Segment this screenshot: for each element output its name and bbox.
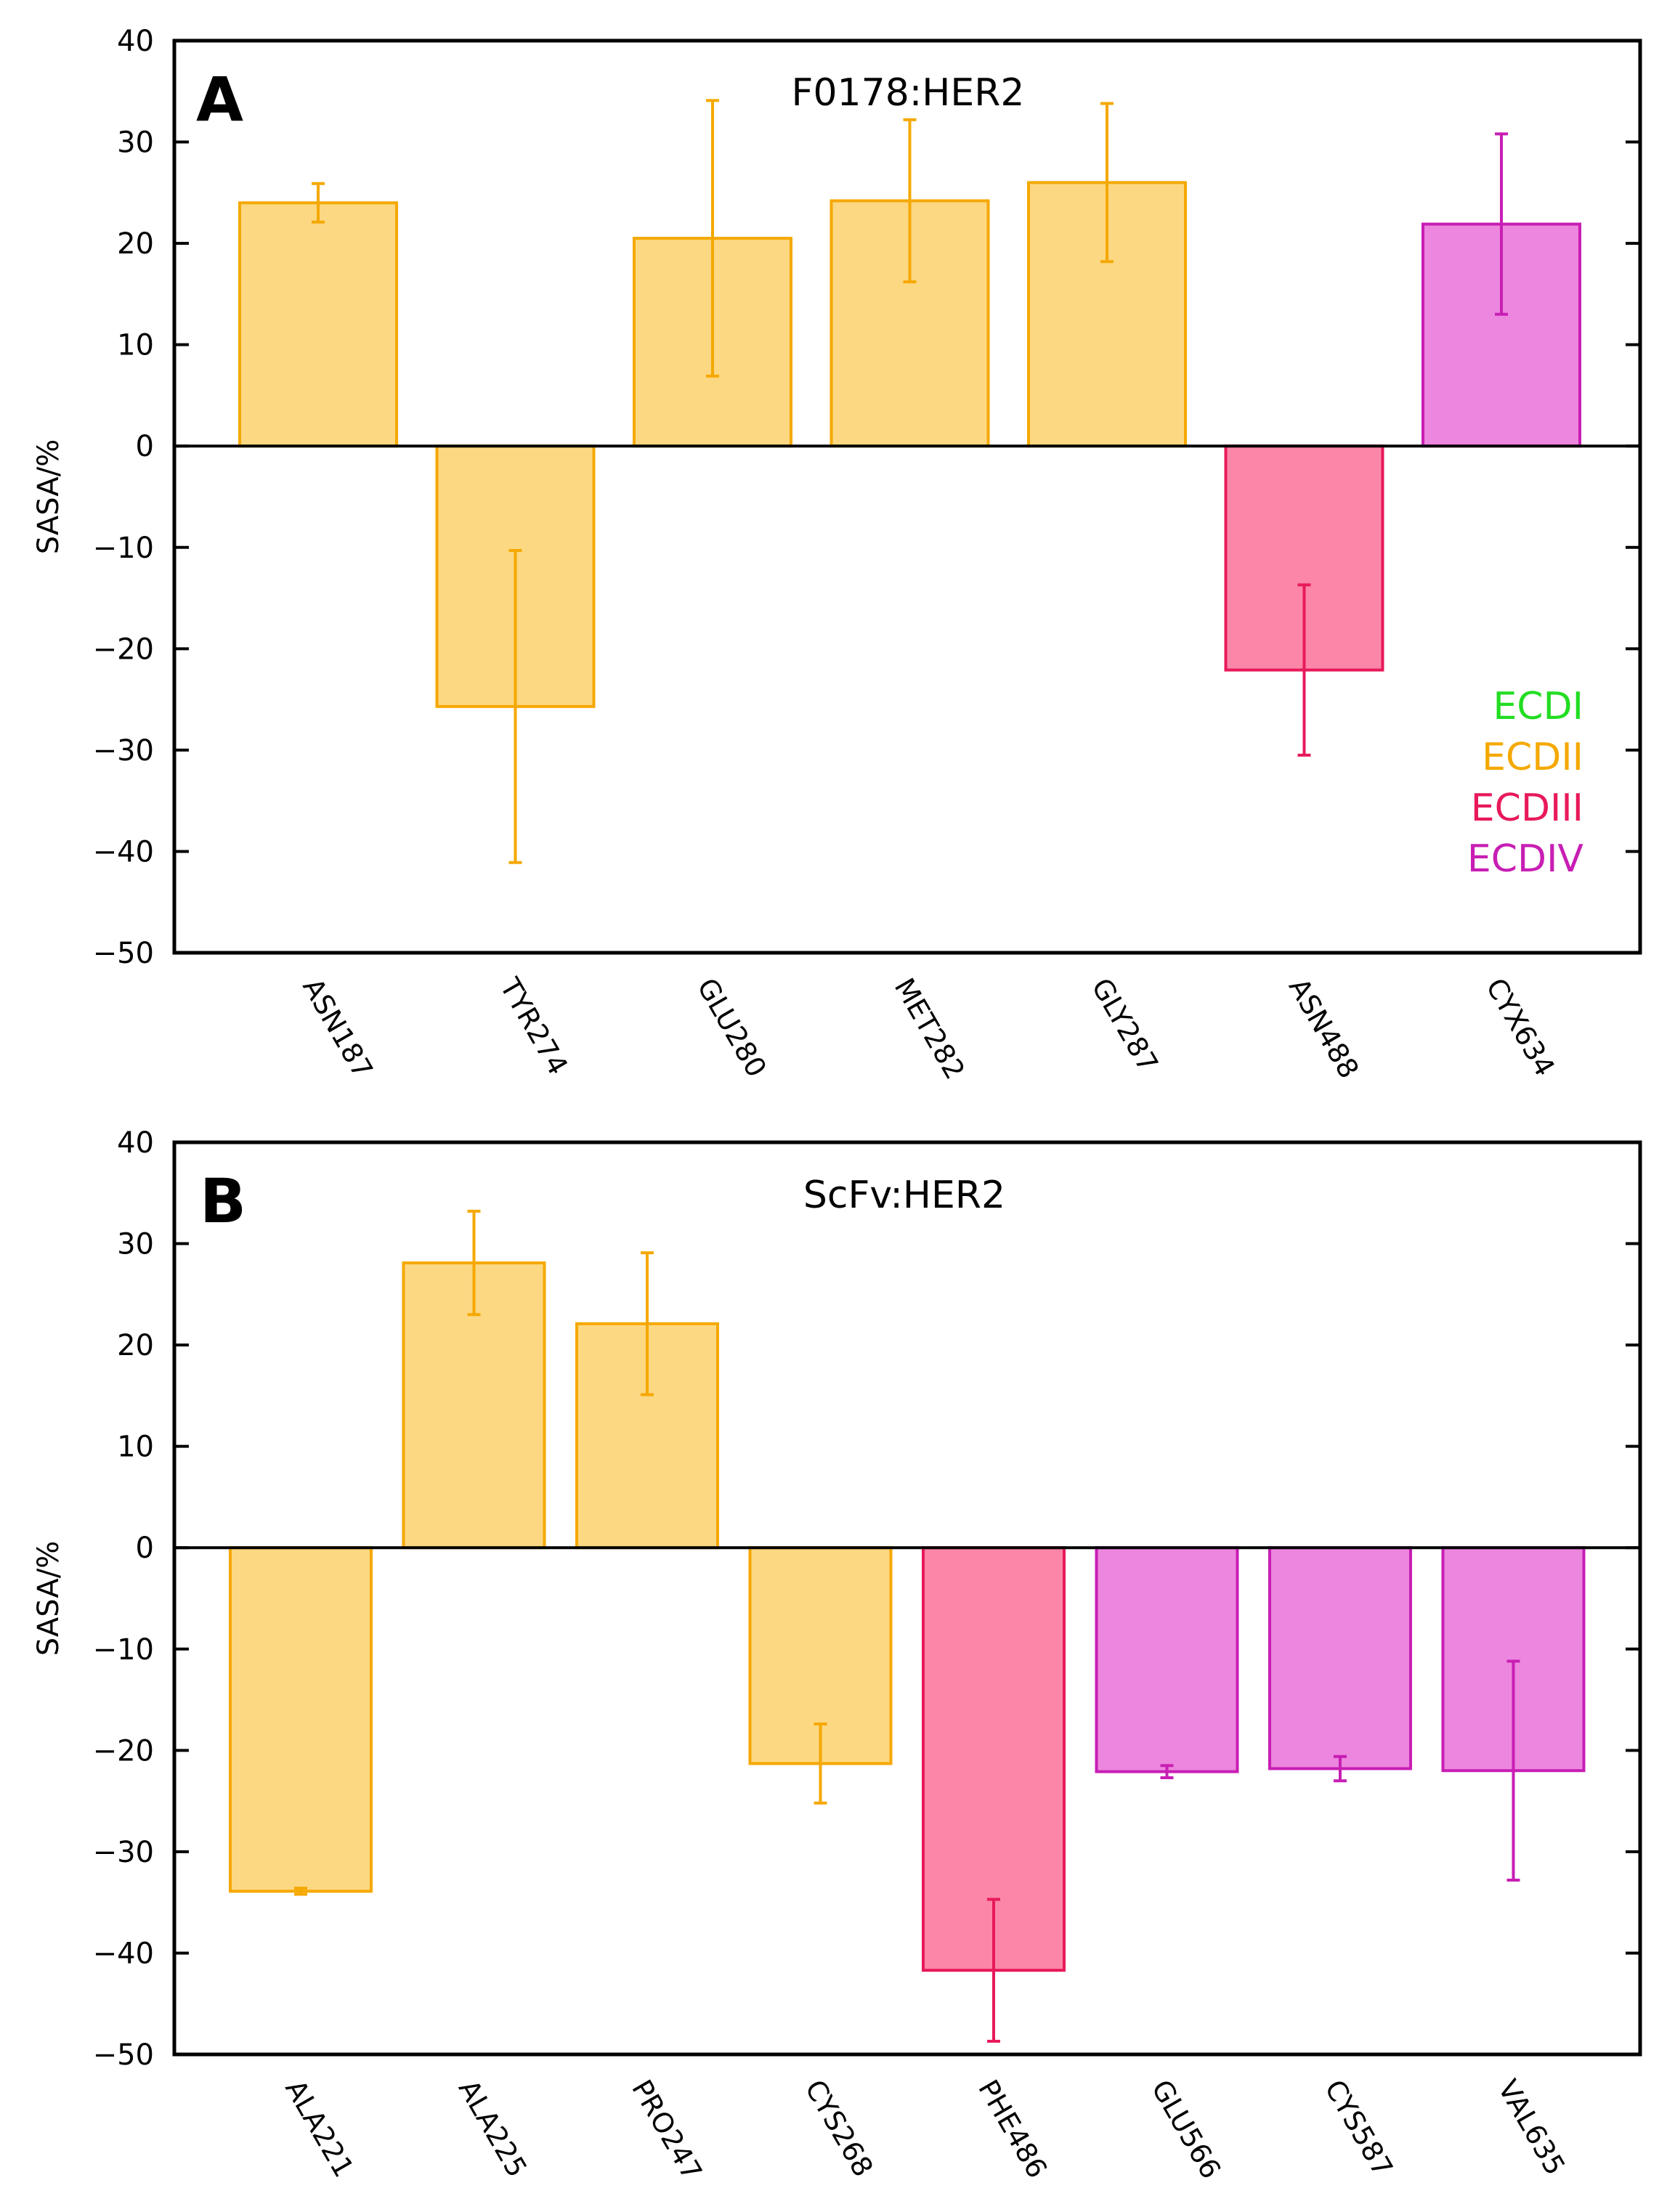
panel-a-y-tick-label: 30 [117, 126, 154, 160]
panel-a-y-ticks: 40 30 20 10 0 −10 −20 −30 −40 −50 [93, 25, 1640, 970]
panel-a-x-label-cyx634: CYX634 [1480, 973, 1561, 1082]
panel-b: B ScFv:HER2 SASA/% 40 30 20 10 0 −10 −20 −30 −40… [32, 1126, 1642, 2186]
panel-b-y-tick-label: −10 [93, 1633, 154, 1667]
panel-b-x-label-cys587: CYS587 [1318, 2075, 1399, 2182]
panel-b-bar-ala221 [229, 1546, 373, 1893]
panel-b-bars [229, 1261, 1586, 1972]
panel-b-y-tick-label: 30 [117, 1228, 154, 1261]
panel-a-bar-met282 [830, 199, 990, 448]
panel-b-y-tick-label: −20 [93, 1734, 154, 1768]
panel-a-y-tick-label: 40 [117, 25, 154, 58]
panel-a-y-axis-label: SASA/% [32, 439, 65, 554]
panel-a-x-label-asn488: ASN488 [1283, 973, 1366, 1084]
panel-b-x-label-glu566: GLU566 [1145, 2075, 1228, 2184]
panel-b-x-label-cys268: CYS268 [799, 2075, 880, 2182]
panel-b-x-label-ala221: ALA221 [279, 2075, 360, 2183]
panel-a-error-bars [312, 99, 1508, 864]
panel-b-y-tick-label: 20 [117, 1329, 154, 1362]
panel-a-x-label-glu280: GLU280 [691, 973, 773, 1083]
panel-a-bar-asn187 [238, 201, 398, 448]
panel-b-y-tick-label: 10 [117, 1431, 154, 1464]
panel-a-plot-frame [172, 38, 1642, 955]
panel-a-y-tick-label: 10 [117, 329, 154, 362]
panel-b-y-tick-label: 40 [117, 1126, 154, 1160]
panel-b-y-axis-label: SASA/% [32, 1541, 65, 1656]
panel-b-bar-glu566 [1095, 1546, 1239, 1773]
panel-a-x-labels: ASN187 TYR274 GLU280 MET282 GLY287 ASN488 CYX6… [296, 972, 1561, 1085]
panel-b-y-tick-label: −40 [93, 1937, 154, 1970]
panel-b-bar-cys587 [1268, 1546, 1412, 1770]
panel-a-x-label-asn187: ASN187 [296, 973, 379, 1084]
legend-entry-ecdi: ECDI [1493, 685, 1583, 728]
legend-entry-ecdiv: ECDIV [1467, 837, 1584, 881]
panel-b-y-tick-label: −50 [93, 2038, 154, 2072]
legend-entry-ecdiii: ECDIII [1471, 786, 1583, 830]
panel-b-x-label-ala225: ALA225 [453, 2075, 533, 2183]
panel-b-x-label-pro247: PRO247 [625, 2075, 708, 2186]
panel-a-bar-gly287 [1027, 181, 1187, 448]
panel-a: A F0178:HER2 SASA/% 40 30 20 10 0 −10 −20 −30 −4… [32, 25, 1642, 1085]
panel-b-x-label-phe486: PHE486 [972, 2075, 1053, 2184]
panel-a-letter: A [196, 64, 243, 135]
panel-a-x-label-met282: MET282 [888, 973, 971, 1085]
panel-b-error-bars [294, 1209, 1520, 2043]
panel-a-x-label-gly287: GLY287 [1085, 973, 1164, 1078]
panel-a-x-label-tyr274: TYR274 [493, 972, 574, 1081]
panel-a-y-tick-label: 0 [136, 430, 154, 463]
panel-b-y-ticks: 40 30 20 10 0 −10 −20 −30 −40 −50 [93, 1126, 1640, 2072]
panel-b-y-tick-label: −30 [93, 1836, 154, 1869]
legend-entry-ecdii: ECDII [1482, 736, 1583, 779]
panel-b-letter: B [200, 1166, 246, 1237]
panel-b-y-tick-label: 0 [136, 1532, 154, 1565]
panel-b-plot-frame [172, 1140, 1642, 2057]
panel-a-y-tick-label: −20 [93, 633, 154, 666]
panel-a-y-tick-label: 20 [117, 227, 154, 261]
panel-a-y-tick-label: −10 [93, 532, 154, 565]
panel-a-legend: ECDI ECDII ECDIII ECDIV [1467, 685, 1584, 881]
panel-b-x-label-val635: VAL635 [1492, 2075, 1572, 2181]
panel-a-title: F0178:HER2 [792, 71, 1025, 115]
panel-a-y-tick-label: −40 [93, 835, 154, 869]
panel-b-x-labels: ALA221 ALA225 PRO247 CYS268 PHE486 GLU566 CYS5… [279, 2075, 1571, 2186]
panel-a-y-tick-label: −30 [93, 734, 154, 768]
panel-a-y-tick-label: −50 [93, 937, 154, 970]
panel-b-title: ScFv:HER2 [803, 1174, 1005, 1217]
